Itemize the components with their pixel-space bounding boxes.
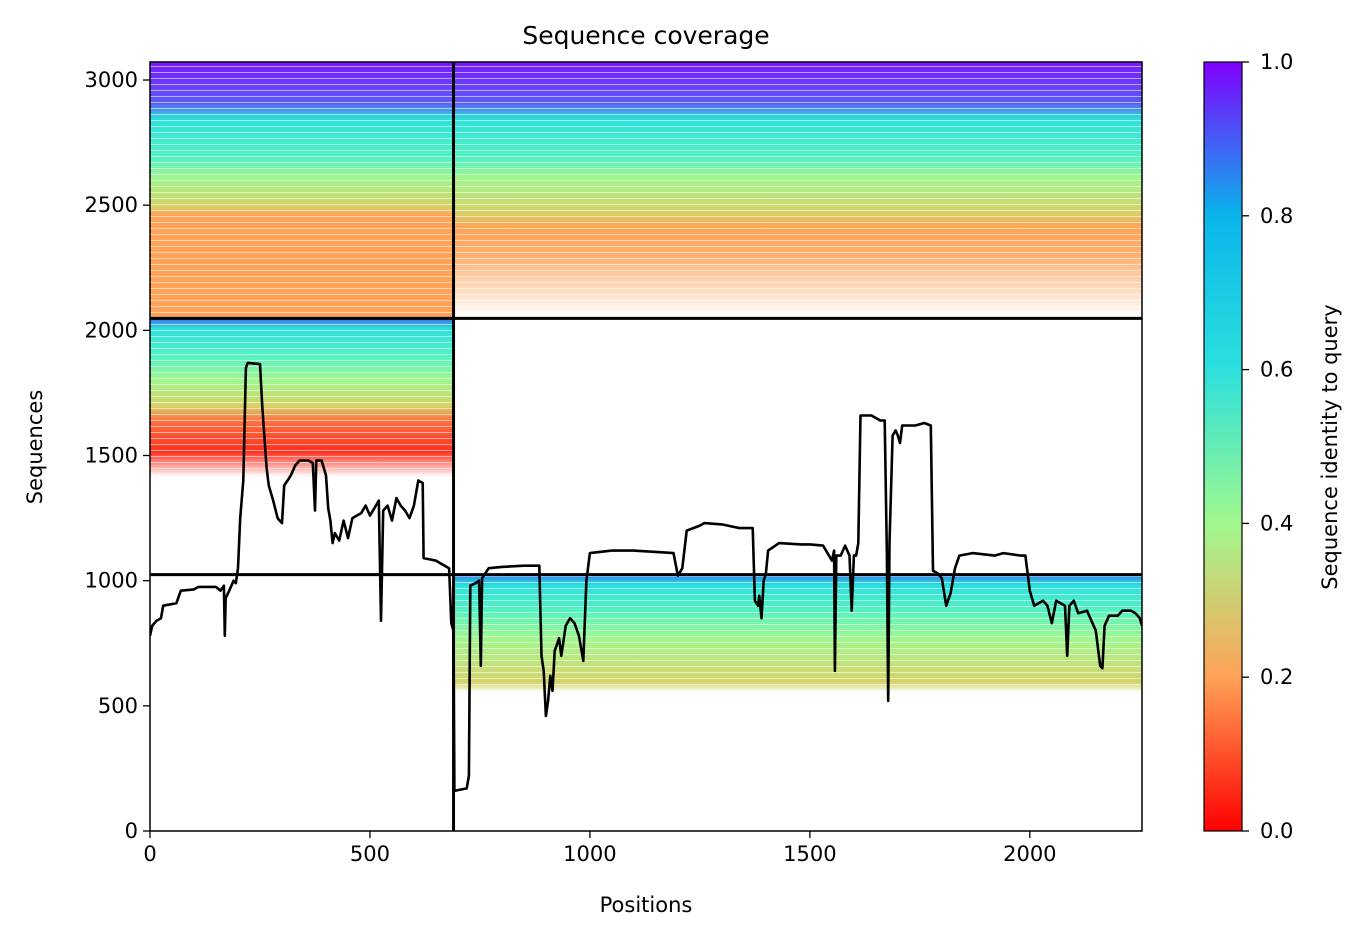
x-tick-label: 0 — [143, 842, 156, 866]
x-tick-label: 500 — [350, 842, 390, 866]
block-middle-left-texture — [150, 318, 454, 575]
x-axis: 0 500 1000 1500 2000 — [143, 831, 1057, 866]
x-axis-label: Positions — [600, 893, 693, 917]
x-tick-label: 2000 — [1003, 842, 1056, 866]
colorbar-tick-label: 1.0 — [1260, 50, 1293, 74]
colorbar-gradient — [1203, 61, 1243, 832]
y-tick-label: 1500 — [85, 444, 138, 468]
colorbar-label: Sequence identity to query — [1318, 304, 1342, 589]
colorbar-tick-label: 0.2 — [1260, 665, 1293, 689]
y-tick-label: 1000 — [85, 569, 138, 593]
colorbar-tick-label: 0.8 — [1260, 204, 1293, 228]
chart-title: Sequence coverage — [522, 21, 769, 50]
x-tick-label: 1500 — [783, 842, 836, 866]
coverage-line-layer — [150, 361, 1142, 793]
y-tick-label: 3000 — [85, 68, 138, 92]
coverage-line — [150, 361, 1142, 793]
y-tick-label: 500 — [98, 694, 138, 718]
colorbar-tick-label: 0.0 — [1260, 819, 1293, 843]
colorbar-ticks: 0.0 0.2 0.4 0.6 0.8 1.0 — [1242, 50, 1293, 843]
heatmap-blocks — [150, 62, 1142, 831]
y-tick-label: 2000 — [85, 318, 138, 342]
colorbar-tick-label: 0.4 — [1260, 511, 1293, 535]
y-tick-label: 0 — [125, 819, 138, 843]
colorbar: 0.0 0.2 0.4 0.6 0.8 1.0 Sequence identity to … — [1203, 50, 1342, 843]
y-axis: 0 500 1000 1500 2000 2500 3000 — [85, 68, 150, 843]
block-top-right-texture — [453, 62, 1142, 319]
block-bottom-right-texture — [453, 574, 1142, 831]
block-separators — [150, 62, 1142, 831]
block-top-left-texture — [150, 62, 454, 319]
y-tick-label: 2500 — [85, 193, 138, 217]
colorbar-tick-label: 0.6 — [1260, 358, 1293, 382]
x-tick-label: 1000 — [563, 842, 616, 866]
plot-frame — [149, 61, 1143, 832]
y-axis-label: Sequences — [23, 390, 47, 505]
plot-area — [150, 62, 1142, 831]
